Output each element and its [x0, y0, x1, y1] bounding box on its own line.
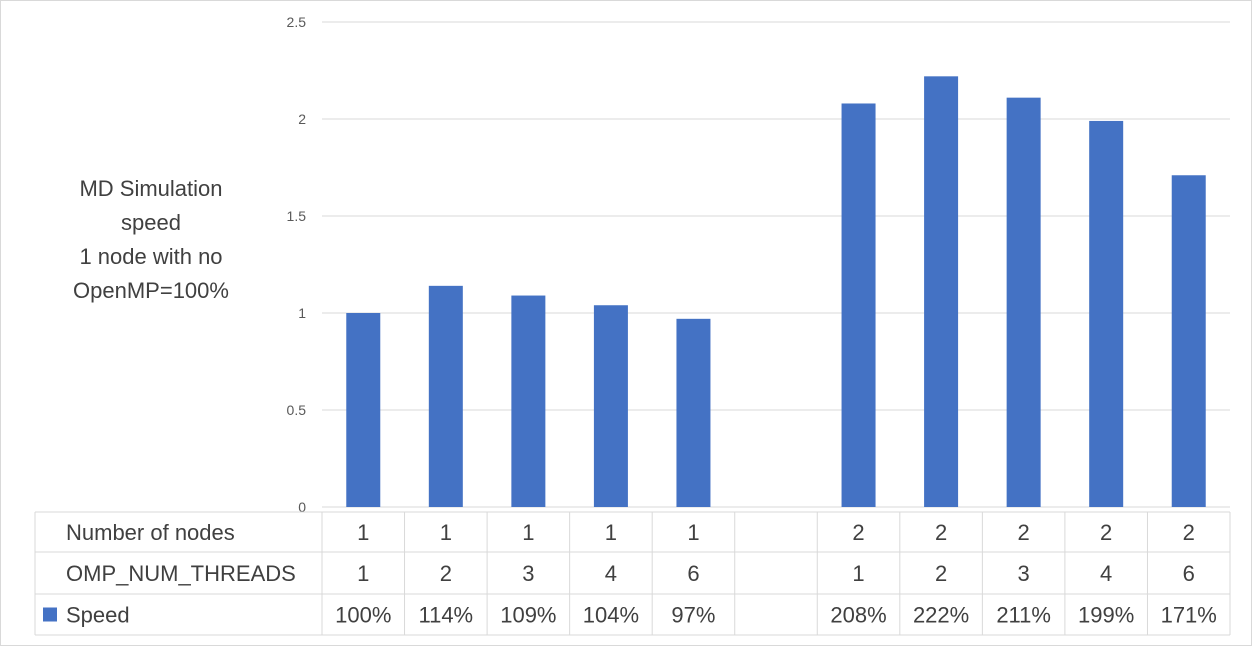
data-label: 208%: [830, 603, 886, 628]
y-tick-label: 1: [298, 305, 306, 321]
y-tick-label: 0: [298, 499, 306, 515]
data-label: 222%: [913, 603, 969, 628]
legend-label: Speed: [66, 603, 130, 628]
speed-bar: [841, 103, 876, 507]
y-axis-title-line: MD Simulation: [79, 176, 223, 201]
category-label: 1: [605, 520, 617, 545]
y-axis-title: MD Simulation speed 1 node with no OpenM…: [40, 172, 262, 308]
data-label: 109%: [500, 603, 556, 628]
category-label: 1: [357, 561, 369, 586]
category-label: 4: [605, 561, 617, 586]
category-label: 1: [357, 520, 369, 545]
data-label: 171%: [1161, 603, 1217, 628]
speed-bar: [346, 313, 381, 507]
speed-bar: [1089, 120, 1124, 507]
data-label: 100%: [335, 603, 391, 628]
table-row-label: Number of nodes: [66, 520, 235, 545]
data-label: 199%: [1078, 603, 1134, 628]
speed-bar: [676, 318, 711, 507]
speed-bar: [593, 305, 628, 507]
category-label: 6: [687, 561, 699, 586]
category-label: 1: [852, 561, 864, 586]
speed-bar: [428, 285, 463, 507]
y-axis-title-line: 1 node with no: [79, 244, 223, 269]
speed-bar: [1171, 175, 1206, 507]
y-tick-label: 0.5: [287, 402, 307, 418]
category-label: 1: [522, 520, 534, 545]
category-label: 2: [935, 561, 947, 586]
y-tick-label: 1.5: [287, 208, 307, 224]
category-label: 3: [1018, 561, 1030, 586]
y-tick-label: 2.5: [287, 14, 307, 30]
category-label: 3: [522, 561, 534, 586]
speed-bar: [511, 295, 546, 507]
data-label: 104%: [583, 603, 639, 628]
y-tick-label: 2: [298, 111, 306, 127]
category-label: 1: [687, 520, 699, 545]
category-label: 2: [852, 520, 864, 545]
table-row-label: OMP_NUM_THREADS: [66, 561, 296, 586]
category-label: 2: [1183, 520, 1195, 545]
y-axis-title-line: speed: [121, 210, 181, 235]
data-label: 97%: [671, 603, 715, 628]
speed-bar: [924, 76, 959, 507]
data-label: 114%: [418, 603, 473, 628]
category-label: 2: [1100, 520, 1112, 545]
y-axis-title-line: OpenMP=100%: [73, 278, 229, 303]
category-label: 2: [440, 561, 452, 586]
data-label: 211%: [996, 603, 1051, 628]
legend-swatch: [43, 607, 57, 622]
category-label: 2: [935, 520, 947, 545]
category-label: 1: [440, 520, 452, 545]
speed-bar: [1006, 97, 1041, 507]
category-label: 4: [1100, 561, 1112, 586]
category-label: 6: [1183, 561, 1195, 586]
category-label: 2: [1018, 520, 1030, 545]
